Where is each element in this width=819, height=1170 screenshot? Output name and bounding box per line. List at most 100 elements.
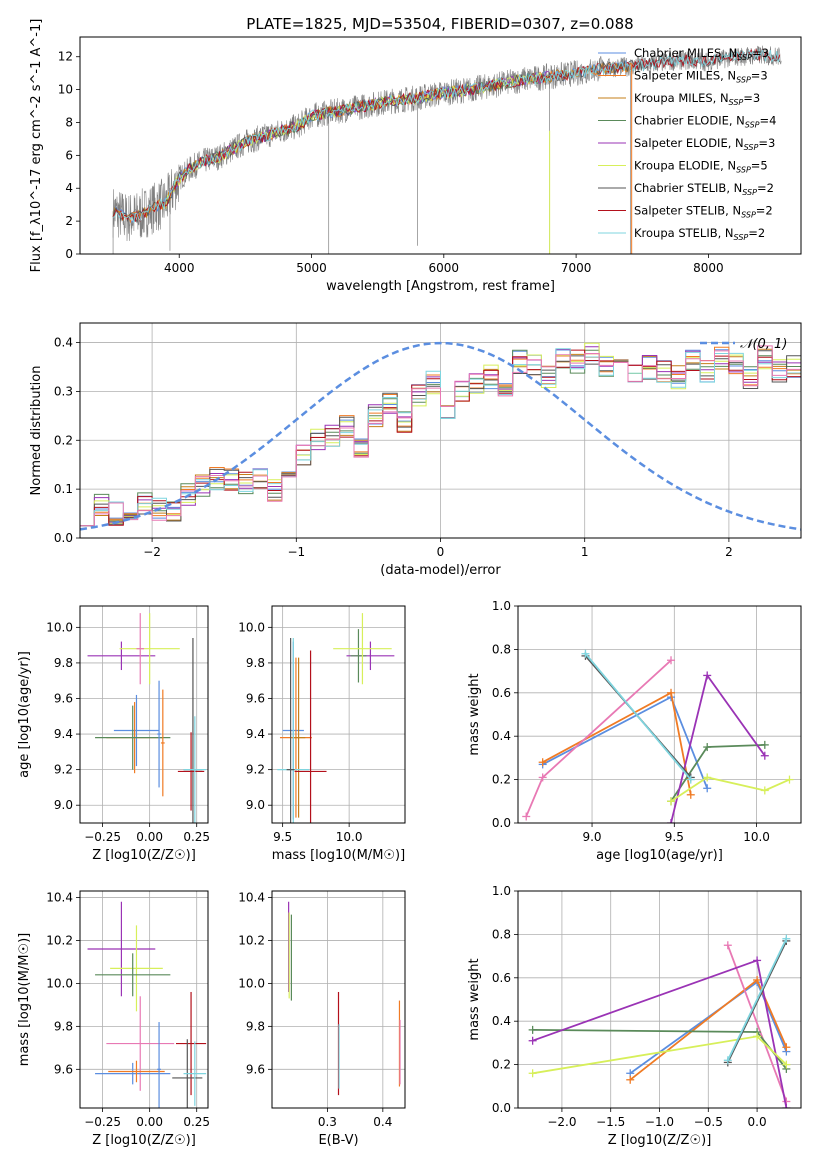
weight-marker xyxy=(522,812,531,821)
weight-marker xyxy=(753,1032,762,1041)
weight-marker xyxy=(723,941,732,950)
tick-label-x: −0.25 xyxy=(84,830,121,844)
legend-suffix: =3 xyxy=(752,46,769,60)
tick-label-y: 0.0 xyxy=(492,816,511,830)
plot-area-z-weight xyxy=(528,934,791,1108)
weight-marker xyxy=(667,797,676,806)
tick-label-y: 2 xyxy=(65,214,73,228)
legend-label: Salpeter STELIB, NSSP=2 xyxy=(634,204,773,220)
weight-marker xyxy=(667,819,676,823)
tick-label-x: 0.25 xyxy=(183,830,210,844)
tick-label-x: 5000 xyxy=(296,261,327,275)
residual-histogram xyxy=(80,348,801,527)
axes-frame xyxy=(79,322,802,539)
tick-label-x: 1 xyxy=(581,545,589,559)
axes-frame xyxy=(271,890,406,1109)
legend-suffix: =2 xyxy=(756,204,773,218)
tick-label-y: 0.4 xyxy=(54,336,73,350)
tick-label-y: 9.2 xyxy=(246,763,265,777)
weight-marker xyxy=(686,775,695,784)
weight-marker xyxy=(667,656,676,665)
tick-label-y: 10.0 xyxy=(46,976,73,990)
tick-label-x: 9.0 xyxy=(582,830,601,844)
tick-label-y: 10.2 xyxy=(46,933,73,947)
tick-label-y: 0.2 xyxy=(492,1058,511,1072)
weight-marker xyxy=(760,786,769,795)
axis-label-x: mass [log10(M/M☉)] xyxy=(272,848,405,863)
axes-residuals: −2 −1 0 1 2 0.0 0.1 0.2 0.3 0.4 (data-model)/error… xyxy=(29,322,802,578)
legend-suffix: =3 xyxy=(743,91,760,105)
legend-label: Salpeter MILES, NSSP=3 xyxy=(634,69,768,85)
tick-label-y: 1.0 xyxy=(492,884,511,898)
axis-label-x: age [log10(age/yr)] xyxy=(596,848,723,863)
tick-label-y: 9.6 xyxy=(54,691,73,705)
normal-curve xyxy=(80,341,801,531)
tick-label-y: 4 xyxy=(65,181,73,195)
axes-frame xyxy=(517,605,802,824)
tick-label-y: 0.8 xyxy=(492,927,511,941)
legend-subscript: SSP xyxy=(741,211,756,220)
legend-subscript: SSP xyxy=(729,98,744,107)
weight-marker xyxy=(528,1025,537,1034)
weight-marker xyxy=(703,773,712,782)
tick-label-y: 0.4 xyxy=(492,1014,511,1028)
tick-label-x: 10.0 xyxy=(336,830,363,844)
model-spectrum xyxy=(113,48,781,223)
tick-label-y: 1.0 xyxy=(492,599,511,613)
axis-label-x: (data-model)/error xyxy=(380,563,501,578)
axis-label-x: Z [log10(Z/Z☉)] xyxy=(92,848,196,863)
model-spectrum xyxy=(165,70,549,209)
tick-label-x: −0.25 xyxy=(84,1115,121,1129)
weight-marker xyxy=(703,784,712,793)
weight-marker xyxy=(753,975,762,984)
legend-subscript: SSP xyxy=(737,53,752,62)
legend-label: Chabrier STELIB, NSSP=2 xyxy=(634,181,774,197)
legend-subscript: SSP xyxy=(745,121,760,130)
axes-frame xyxy=(79,890,209,1109)
legend-suffix: =2 xyxy=(748,226,765,240)
tick-label-y: 0.2 xyxy=(492,773,511,787)
axis-label-x: E(B-V) xyxy=(318,1133,358,1148)
tick-label-x: 7000 xyxy=(561,261,592,275)
weight-marker xyxy=(723,1056,732,1065)
tick-label-x: −2 xyxy=(143,545,161,559)
tick-label-y: 12 xyxy=(58,50,73,64)
legend-label: Salpeter ELODIE, NSSP=3 xyxy=(634,136,775,152)
tick-label-y: 10.0 xyxy=(238,976,265,990)
legend-suffix: =2 xyxy=(757,181,774,195)
axes-z-age: −0.25 0.00 0.25 9.0 9.2 9.4 9.6 9.8 10.0 Z [log10… xyxy=(17,605,210,863)
weight-marker xyxy=(538,758,547,767)
axis-label-y: mass weight xyxy=(467,673,482,755)
legend-label: Kroupa ELODIE, NSSP=5 xyxy=(634,159,768,175)
weight-marker xyxy=(703,743,712,752)
axis-label-x: Z [log10(Z/Z☉)] xyxy=(92,1133,196,1148)
weight-marker xyxy=(782,1104,791,1108)
plot-area-spectrum xyxy=(112,45,782,254)
legend-subscript: SSP xyxy=(736,166,751,175)
weight-marker xyxy=(782,1060,791,1069)
tick-label-x: 9.5 xyxy=(273,830,292,844)
tick-label-x: 0.00 xyxy=(136,1115,163,1129)
legend-label: 𝒩(0, 1) xyxy=(740,337,787,352)
tick-label-x: 10.0 xyxy=(743,830,770,844)
axis-label-y: mass weight xyxy=(467,958,482,1040)
weight-marker xyxy=(753,956,762,965)
legend-suffix: =4 xyxy=(760,114,777,128)
tick-label-y: 9.4 xyxy=(246,727,265,741)
weight-marker xyxy=(785,775,794,784)
tick-label-y: 10.2 xyxy=(238,933,265,947)
axes-mass-age: 9.5 10.0 9.0 9.2 9.4 9.6 9.8 10.0 mass [log10(M/… xyxy=(238,605,406,863)
tick-label-y: 8 xyxy=(65,115,73,129)
tick-label-x: −0.5 xyxy=(694,1115,723,1129)
weight-line xyxy=(726,940,788,1063)
legend-suffix: =3 xyxy=(751,69,768,83)
tick-label-y: 9.2 xyxy=(54,763,73,777)
tick-label-y: 9.8 xyxy=(54,656,73,670)
tick-label-x: 2 xyxy=(725,545,733,559)
legend-subscript: SSP xyxy=(744,143,759,152)
weight-line xyxy=(726,944,788,1102)
axes-frame xyxy=(271,605,406,824)
tick-label-y: 0.2 xyxy=(54,433,73,447)
weight-marker xyxy=(667,688,676,697)
tick-label-y: 0.0 xyxy=(492,1101,511,1115)
